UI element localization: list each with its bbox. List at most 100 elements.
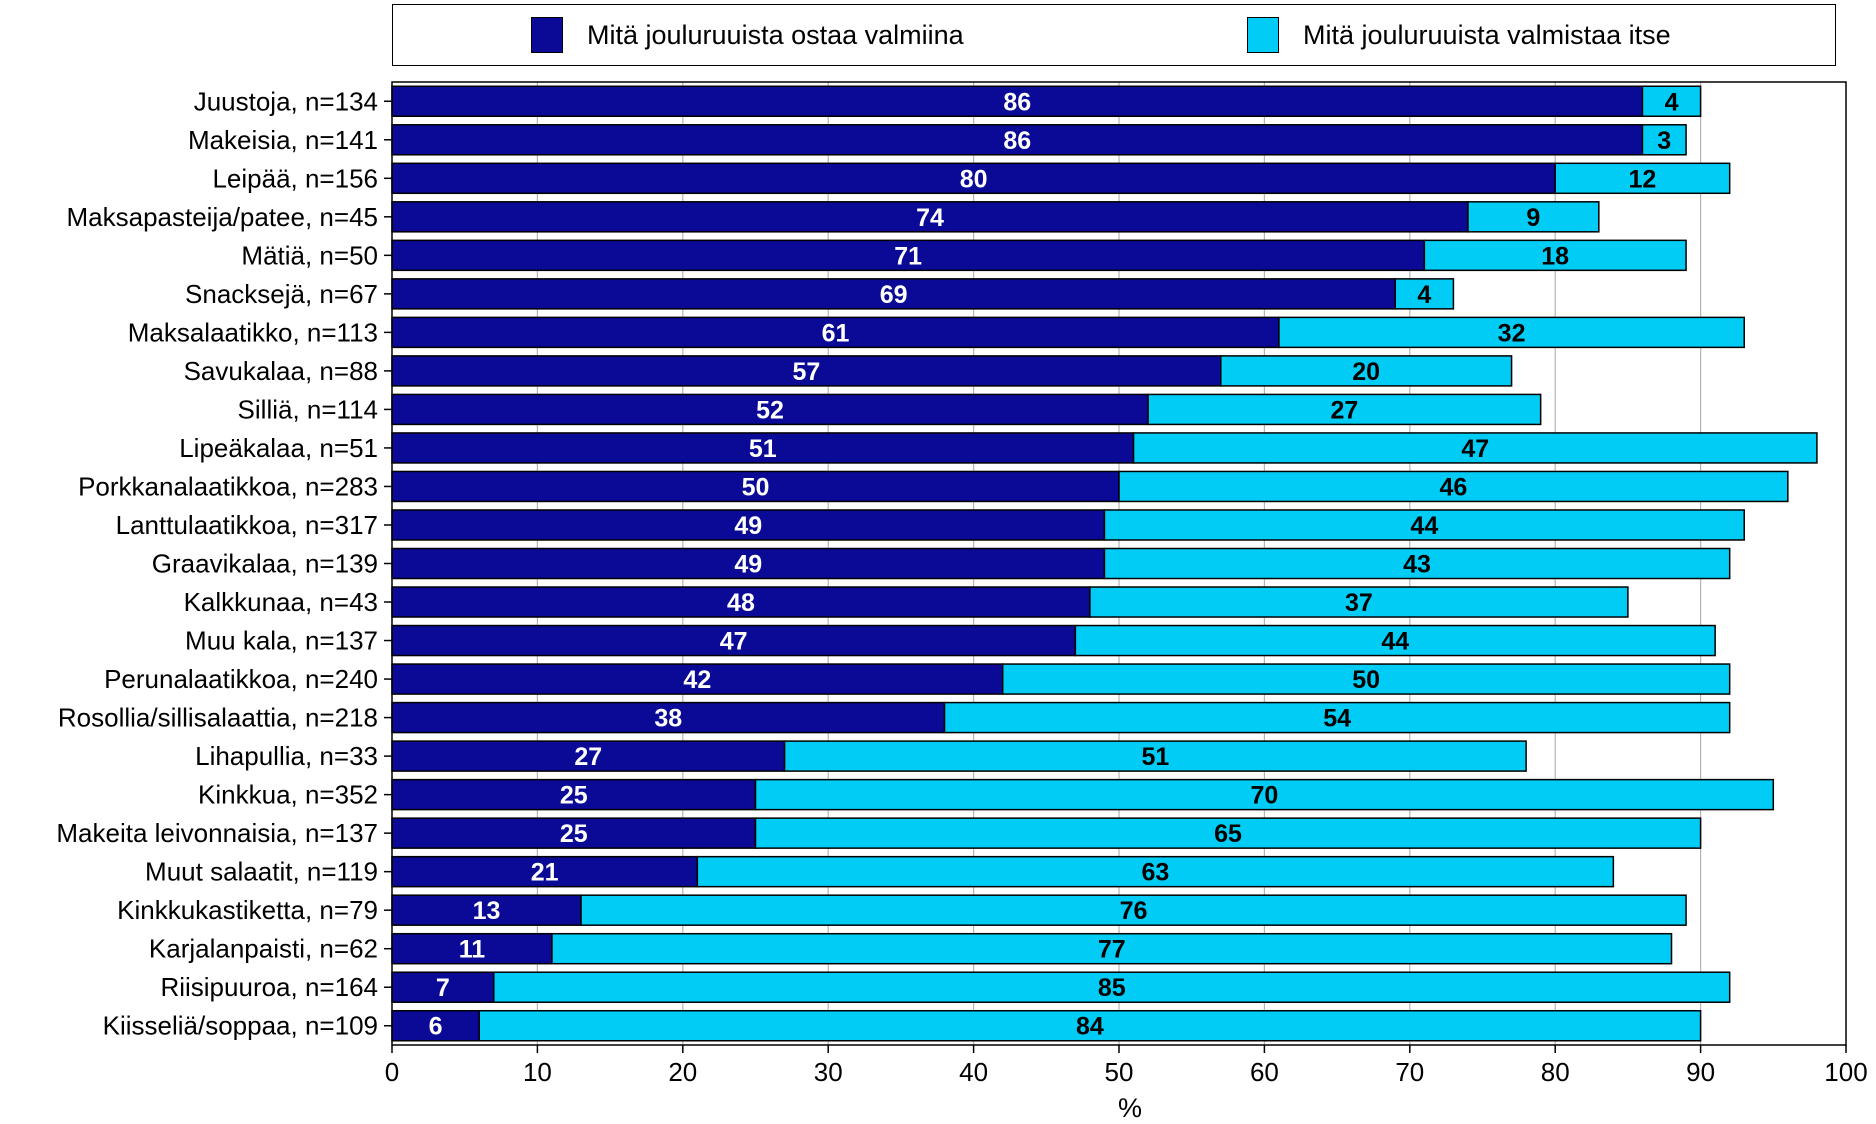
category-label: Mätiä, n=50 <box>241 240 378 270</box>
value-label-made-self: 54 <box>1323 705 1351 733</box>
bar-made-self <box>580 894 1687 926</box>
bar-made-self <box>478 1009 1702 1042</box>
value-label-made-self: 84 <box>1076 1013 1104 1041</box>
bar-made-self <box>1641 85 1702 118</box>
category-label: Kalkkunaa, n=43 <box>184 587 378 617</box>
x-tick-label: 90 <box>1686 1057 1715 1087</box>
category-label: Silliä, n=114 <box>238 394 378 424</box>
x-tick-label: 70 <box>1395 1057 1424 1087</box>
value-label-bought-ready: 61 <box>822 319 850 347</box>
bar-made-self <box>493 971 1731 1003</box>
x-tick-label: 40 <box>959 1057 988 1087</box>
bar-made-self <box>783 740 1527 772</box>
value-label-bought-ready: 27 <box>574 743 602 771</box>
x-tick-label: 10 <box>523 1057 552 1087</box>
value-label-made-self: 76 <box>1120 897 1148 925</box>
x-tick-label: 30 <box>814 1057 843 1087</box>
value-label-bought-ready: 25 <box>560 820 588 848</box>
bar-bought-ready <box>391 701 946 734</box>
value-label-made-self: 46 <box>1440 473 1468 501</box>
value-label-made-self: 47 <box>1461 435 1489 463</box>
value-label-bought-ready: 49 <box>734 551 762 579</box>
bar-bought-ready <box>391 470 1120 503</box>
value-label-made-self: 18 <box>1541 242 1569 270</box>
value-label-made-self: 3 <box>1657 127 1671 155</box>
bar-made-self <box>1118 470 1789 503</box>
bar-bought-ready <box>391 239 1426 272</box>
value-label-bought-ready: 69 <box>880 281 908 309</box>
legend-label-made-self: Mitä jouluruuista valmistaa itse <box>1303 19 1671 50</box>
category-label: Perunalaatikkoa, n=240 <box>104 664 378 694</box>
value-label-bought-ready: 71 <box>894 242 922 270</box>
legend-item-made-self: Mitä jouluruuista valmistaa itse <box>1247 17 1671 53</box>
value-label-bought-ready: 25 <box>560 782 588 810</box>
value-label-made-self: 43 <box>1403 551 1431 579</box>
x-tick-label: 100 <box>1824 1057 1867 1087</box>
value-label-bought-ready: 42 <box>683 666 711 694</box>
value-label-bought-ready: 86 <box>1003 127 1031 155</box>
value-label-made-self: 63 <box>1141 859 1169 887</box>
bar-made-self <box>1554 162 1731 195</box>
bar-made-self <box>696 855 1615 888</box>
x-tick-label: 50 <box>1105 1057 1134 1087</box>
value-label-bought-ready: 6 <box>429 1013 443 1041</box>
chart-legend: Mitä jouluruuista ostaa valmiina Mitä jo… <box>392 4 1836 66</box>
bar-made-self <box>1394 278 1455 310</box>
value-label-made-self: 77 <box>1098 936 1126 964</box>
x-tick-label: 0 <box>385 1057 399 1087</box>
value-label-bought-ready: 13 <box>473 897 501 925</box>
bar-made-self <box>1147 393 1542 426</box>
value-label-bought-ready: 86 <box>1003 88 1031 116</box>
bar-made-self <box>754 817 1702 849</box>
category-label: Porkkanalaatikkoa, n=283 <box>78 471 378 501</box>
bar-made-self <box>754 778 1775 811</box>
legend-swatch-made-self <box>1247 17 1279 53</box>
value-label-made-self: 27 <box>1330 396 1358 424</box>
category-label: Maksalaatikko, n=113 <box>128 317 378 347</box>
value-label-made-self: 51 <box>1141 743 1169 771</box>
bar-bought-ready <box>391 124 1644 156</box>
bar-bought-ready <box>391 547 1106 580</box>
value-label-bought-ready: 48 <box>727 589 755 617</box>
x-axis-title: % <box>1118 1093 1142 1123</box>
category-label: Muut salaatit, n=119 <box>145 857 378 887</box>
value-label-made-self: 65 <box>1214 820 1242 848</box>
bar-bought-ready <box>391 740 786 772</box>
bar-made-self <box>1278 316 1745 349</box>
bar-bought-ready <box>391 85 1644 118</box>
bar-made-self <box>1074 624 1716 657</box>
value-label-bought-ready: 49 <box>734 512 762 540</box>
category-label: Maksapasteija/patee, n=45 <box>67 202 379 232</box>
category-label: Kinkkukastiketta, n=79 <box>117 895 378 925</box>
bar-bought-ready <box>391 162 1556 195</box>
bar-made-self <box>551 932 1673 965</box>
category-label: Kinkkua, n=352 <box>198 780 378 810</box>
value-label-bought-ready: 21 <box>531 859 559 887</box>
category-label: Lihapullia, n=33 <box>195 741 378 771</box>
category-label: Lipeäkalaa, n=51 <box>179 433 378 463</box>
value-label-made-self: 32 <box>1498 319 1526 347</box>
value-label-bought-ready: 7 <box>436 974 450 1002</box>
category-label: Snacksejä, n=67 <box>185 279 378 309</box>
value-label-made-self: 12 <box>1629 165 1657 193</box>
value-label-made-self: 9 <box>1526 204 1540 232</box>
category-label: Lanttulaatikkoa, n=317 <box>116 510 378 540</box>
value-label-made-self: 85 <box>1098 974 1126 1002</box>
value-label-bought-ready: 51 <box>749 435 777 463</box>
bar-made-self <box>1467 201 1600 233</box>
category-label: Graavikalaa, n=139 <box>152 549 378 579</box>
category-label: Leipää, n=156 <box>212 163 378 193</box>
value-label-made-self: 37 <box>1345 589 1373 617</box>
bar-made-self <box>1103 509 1745 541</box>
x-tick-label: 80 <box>1541 1057 1570 1087</box>
legend-item-bought-ready: Mitä jouluruuista ostaa valmiina <box>531 17 964 53</box>
value-label-made-self: 44 <box>1410 512 1438 540</box>
category-label: Juustoja, n=134 <box>194 86 378 116</box>
bar-made-self <box>1103 547 1731 580</box>
category-label: Kiisseliä/soppaa, n=109 <box>103 1011 378 1041</box>
legend-label-bought-ready: Mitä jouluruuista ostaa valmiina <box>587 19 964 50</box>
category-label: Karjalanpaisti, n=62 <box>149 934 378 964</box>
category-label: Rosollia/sillisalaattia, n=218 <box>58 703 378 733</box>
bar-bought-ready <box>391 971 495 1003</box>
